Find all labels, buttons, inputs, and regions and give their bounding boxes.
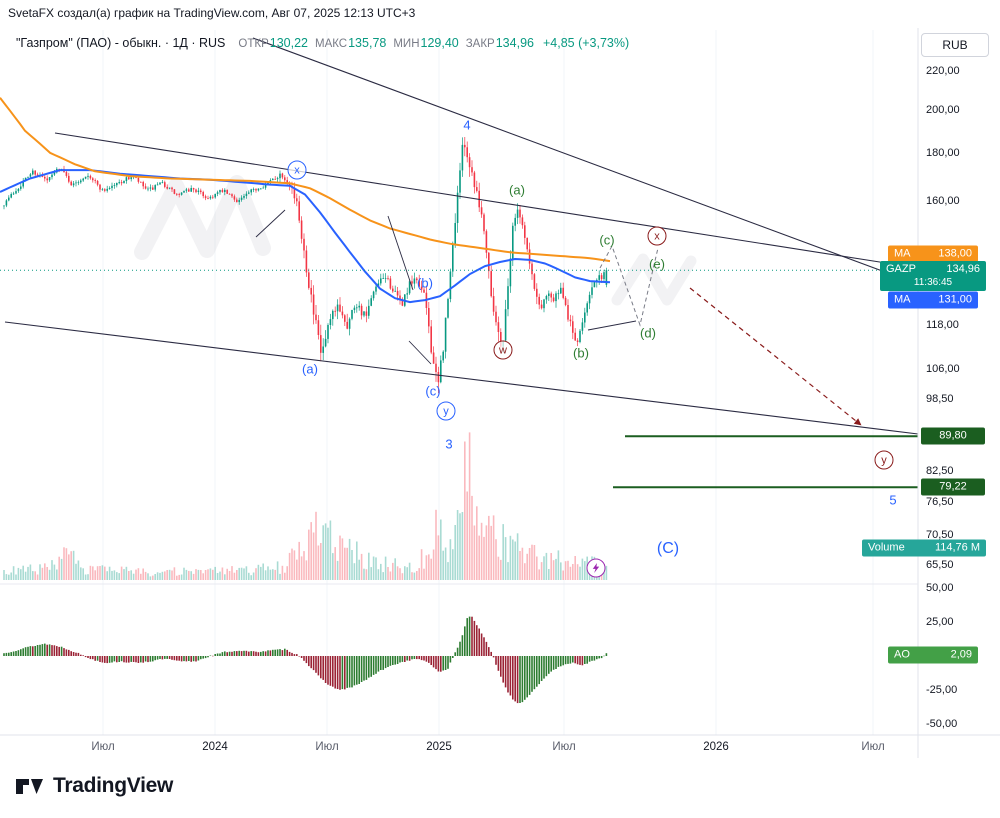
- lightning-icon: [592, 562, 600, 574]
- wave-connector-line: [255, 209, 286, 238]
- candles: [3, 137, 608, 394]
- moving-averages: [0, 97, 918, 304]
- ohlc-field-label: МАКС: [314, 38, 348, 50]
- ohlc-field-label: ОТКР: [238, 38, 269, 50]
- annotation-lines[interactable]: [4, 37, 919, 489]
- projection-arrow-line: [689, 287, 857, 422]
- projection-arrowhead: [853, 418, 862, 426]
- change-value: +4,85 (+3,73%): [542, 36, 630, 50]
- ohlc-field-label: МИН: [393, 38, 420, 50]
- tradingview-logo[interactable]: TradingView: [16, 774, 173, 798]
- ohlc-field-value: 130,22: [269, 36, 308, 50]
- legend-ohlc-fields: ОТКР130,22 МАКС135,78 МИН129,40 ЗАКР134,96: [231, 36, 534, 50]
- tradingview-logo-mark: [16, 779, 43, 794]
- projected-path: [599, 244, 659, 327]
- ohlc-field-value: 129,40: [420, 36, 459, 50]
- event-marker-lightning[interactable]: [586, 558, 606, 578]
- attribution-text: SvetaFX создал(а) график на TradingView.…: [8, 6, 416, 20]
- projection-arrows[interactable]: [599, 244, 864, 428]
- ma-slow-line: [0, 169, 611, 304]
- trend-line: [54, 132, 919, 269]
- tradingview-logo-text: TradingView: [53, 774, 174, 797]
- wave-connector-line: [387, 215, 414, 291]
- ma-fast-line: [0, 97, 611, 263]
- trend-line: [4, 321, 919, 435]
- currency-toggle[interactable]: RUB: [921, 33, 989, 57]
- symbol-title[interactable]: "Газпром" (ПАО) - обыкн. · 1Д · RUS: [16, 36, 226, 50]
- ohlc-field-value: 134,96: [495, 36, 534, 50]
- ao-histogram: [3, 616, 608, 704]
- volume-bars: [3, 432, 608, 580]
- wave-connector-line: [408, 340, 432, 365]
- wave-connector-line: [587, 320, 637, 331]
- chart-legend: "Газпром" (ПАО) - обыкн. · 1Д · RUS ОТКР…: [16, 36, 629, 50]
- pane-frame: [0, 28, 1000, 758]
- trend-line: [252, 37, 886, 273]
- ohlc-field-label: ЗАКР: [465, 38, 495, 50]
- watermark: [134, 175, 697, 306]
- ohlc-field-value: 135,78: [348, 36, 387, 50]
- grid: [102, 30, 874, 735]
